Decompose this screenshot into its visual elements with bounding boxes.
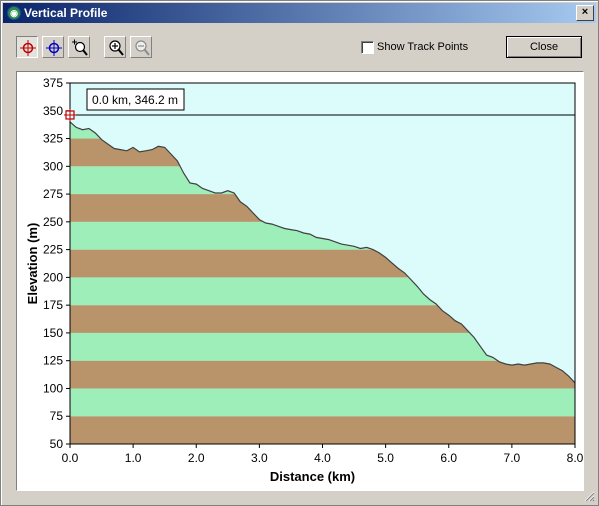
elevation-profile-line [69,121,576,384]
show-track-points-label[interactable]: Show Track Points [377,41,469,53]
window-close-button[interactable]: × [576,5,594,21]
zoom-out-icon [135,40,150,56]
elevation-profile-chart[interactable]: 50 75 100 125 150 175 200 225 250 275 300 325 350 375… [17,72,584,490]
zoom-to-region-button[interactable] [68,36,90,58]
x-tick-label: 1.0 [125,451,142,465]
zoom-out-button[interactable] [130,36,152,58]
y-tick-label: 150 [43,326,63,340]
y-tick-label: 375 [43,76,63,90]
x-tick-label: 5.0 [377,451,394,465]
y-tick-label: 350 [43,104,63,118]
y-tick-label: 100 [43,381,63,395]
show-track-points-checkbox[interactable] [361,41,374,54]
window-title: Vertical Profile [24,6,108,20]
select-crosshair-blue-button[interactable] [42,36,64,58]
cursor-tooltip-label: 0.0 km, 346.2 m [92,93,178,107]
y-axis-label: Elevation (m) [25,223,40,305]
x-tick-label: 7.0 [504,451,521,465]
y-tick-label: 75 [50,409,64,423]
y-tick-label: 200 [43,270,63,284]
zoom-in-icon [109,40,124,56]
globe-icon: ◉ [7,6,21,20]
elevation-band [70,388,575,417]
y-tick-label: 250 [43,215,63,229]
x-tick-label: 4.0 [314,451,331,465]
close-button[interactable]: Close [506,36,582,58]
x-tick-label: 3.0 [251,451,268,465]
cursor-tooltip-box [86,88,185,111]
y-tick-label: 225 [43,243,63,257]
x-tick-label: 8.0 [567,451,583,465]
select-crosshair-red-icon [20,40,36,56]
title-bar[interactable]: ◉ Vertical Profile × [3,3,596,23]
elevation-band [70,360,575,389]
elevation-band [70,416,575,444]
x-tick-label: 6.0 [440,451,457,465]
x-tick-label: 2.0 [188,451,205,465]
x-axis-label: Distance (km) [270,469,355,484]
chart-panel: 50 75 100 125 150 175 200 225 250 275 300 325 350 375… [16,71,584,491]
y-tick-label: 275 [43,187,63,201]
y-tick-label: 325 [43,132,63,146]
select-crosshair-red-button[interactable] [16,36,38,58]
y-tick-label: 50 [50,437,64,451]
select-crosshair-blue-icon [46,40,62,56]
zoom-in-button[interactable] [104,36,126,58]
y-tick-label: 125 [43,354,63,368]
zoom-to-region-icon [72,39,88,56]
y-tick-label: 300 [43,159,63,173]
x-tick-label: 0.0 [62,451,79,465]
resize-grip-icon[interactable] [583,490,595,502]
y-tick-label: 175 [43,298,63,312]
